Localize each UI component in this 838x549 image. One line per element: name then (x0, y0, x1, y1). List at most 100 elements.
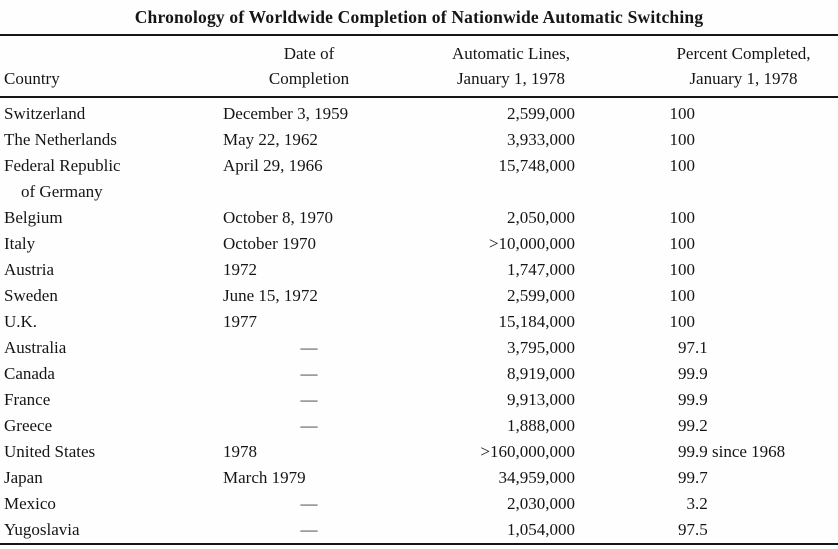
percent-completed-cell: 100 (577, 231, 838, 257)
country-name: U.K. (4, 312, 38, 331)
date-cell: December 3, 1959 (223, 104, 349, 123)
percent-completed-cell: 100 (577, 283, 838, 309)
country-cell: Australia (0, 335, 213, 361)
automatic-lines-cell: 3,933,000 (507, 130, 575, 149)
percent-completed-cell: 97.5 (577, 517, 838, 544)
country-cell: Greece (0, 413, 213, 439)
automatic-lines-cell: 1,888,000 (507, 416, 575, 435)
table-row: Greece — 1,888,000 99.2 (0, 413, 838, 439)
table-row: Sweden June 15, 1972 2,599,000 100 (0, 283, 838, 309)
country-name: United States (4, 442, 96, 461)
table-body: Switzerland December 3, 1959 2,599,000 100 T… (0, 97, 838, 544)
date-cell: March 1979 (223, 468, 306, 487)
date-cell-empty: — (300, 416, 318, 435)
column-header-country: Country (0, 35, 213, 98)
table-row: Japan March 1979 34,959,000 99.7 (0, 465, 838, 491)
automatic-lines-cell: 9,913,000 (507, 390, 575, 409)
percent-integer-part: 97 (678, 338, 695, 357)
percent-integer-part: 3 (686, 494, 696, 513)
column-header-date: Date of Completion (213, 35, 405, 98)
percent-integer-part: 100 (669, 156, 696, 175)
automatic-lines-cell: >160,000,000 (480, 442, 575, 461)
table-row: United States 1978 >160,000,000 99.9 since … (0, 439, 838, 465)
table-row: Yugoslavia — 1,054,000 97.5 (0, 517, 838, 544)
country-name: Sweden (4, 286, 58, 305)
automatic-lines-cell: 2,599,000 (507, 104, 575, 123)
percent-integer-part: 100 (669, 130, 696, 149)
country-name: Austria (4, 260, 55, 279)
country-name: Italy (4, 234, 36, 253)
country-cell: U.K. (0, 309, 213, 335)
table-header: Country Date of Completion Automatic Lin… (0, 35, 838, 98)
percent-integer-part: 100 (669, 234, 696, 253)
automatic-lines-cell: 8,919,000 (507, 364, 575, 383)
table-title: Chronology of Worldwide Completion of Na… (134, 7, 704, 27)
country-cell: Italy (0, 231, 213, 257)
table-row: France — 9,913,000 99.9 (0, 387, 838, 413)
country-name: Mexico (4, 494, 56, 513)
country-name: Switzerland (4, 104, 86, 123)
percent-completed-cell: 99.9 since 1968 (577, 439, 838, 465)
country-cell: Austria (0, 257, 213, 283)
automatic-lines-cell: 15,748,000 (498, 156, 576, 175)
date-cell: 1977 (223, 312, 257, 331)
country-name: Canada (4, 364, 55, 383)
country-cell: Switzerland (0, 97, 213, 127)
date-cell: October 1970 (223, 234, 317, 253)
country-name: Yugoslavia (4, 520, 80, 539)
percent-completed-cell: 99.9 (577, 361, 838, 387)
date-cell: 1972 (223, 260, 257, 279)
automatic-lines-cell: 2,030,000 (507, 494, 575, 513)
percent-integer-part: 99 (678, 390, 695, 409)
automatic-lines-cell: 1,054,000 (507, 520, 575, 539)
percent-integer-part: 100 (669, 312, 696, 331)
column-header-percent-completed: Percent Completed, January 1, 1978 (577, 35, 838, 98)
percent-completed-cell: 100 (577, 205, 838, 231)
automatic-lines-cell: 2,050,000 (507, 208, 575, 227)
table-row: Switzerland December 3, 1959 2,599,000 100 (0, 97, 838, 127)
automatic-lines-cell: 1,747,000 (507, 260, 575, 279)
date-cell: April 29, 1966 (223, 156, 323, 175)
percent-completed-cell: 100 (577, 153, 838, 205)
date-cell-empty: — (300, 364, 318, 383)
header-row: Country Date of Completion Automatic Lin… (0, 35, 838, 98)
table-row: Austria 1972 1,747,000 100 (0, 257, 838, 283)
table-row: The Netherlands May 22, 1962 3,933,000 100 (0, 127, 838, 153)
country-cell: France (0, 387, 213, 413)
percent-integer-part: 100 (669, 104, 696, 123)
country-cell: Sweden (0, 283, 213, 309)
percent-integer-part: 99 (678, 364, 695, 383)
percent-integer-part: 97 (678, 520, 695, 539)
date-cell-empty: — (300, 494, 318, 513)
country-cell: The Netherlands (0, 127, 213, 153)
date-cell: June 15, 1972 (223, 286, 318, 305)
date-cell-empty: — (300, 520, 318, 539)
country-cell: Yugoslavia (0, 517, 213, 544)
country-name: Belgium (4, 208, 63, 227)
table-row: Belgium October 8, 1970 2,050,000 100 (0, 205, 838, 231)
date-cell: May 22, 1962 (223, 130, 318, 149)
percent-integer-part: 99 (678, 442, 695, 461)
percent-completed-cell: 100 (577, 97, 838, 127)
percent-completed-cell: 97.1 (577, 335, 838, 361)
country-cell: Mexico (0, 491, 213, 517)
automatic-lines-cell: 3,795,000 (507, 338, 575, 357)
table-row: Canada — 8,919,000 99.9 (0, 361, 838, 387)
percent-integer-part: 99 (678, 468, 695, 487)
country-cell: United States (0, 439, 213, 465)
automatic-lines-cell: 15,184,000 (498, 312, 576, 331)
country-name: The Netherlands (4, 130, 117, 149)
country-cell: Federal Republic of Germany (0, 153, 213, 205)
column-header-automatic-lines: Automatic Lines, January 1, 1978 (405, 35, 577, 98)
automatic-lines-cell: 34,959,000 (498, 468, 576, 487)
table-row: Federal Republic of Germany April 29, 196… (0, 153, 838, 205)
country-cell: Japan (0, 465, 213, 491)
country-name: Greece (4, 416, 53, 435)
percent-integer-part: 100 (669, 286, 696, 305)
country-name: Japan (4, 468, 43, 487)
country-cell: Belgium (0, 205, 213, 231)
percent-completed-cell: 100 (577, 309, 838, 335)
percent-completed-cell: 99.2 (577, 413, 838, 439)
automatic-lines-cell: >10,000,000 (488, 234, 575, 253)
